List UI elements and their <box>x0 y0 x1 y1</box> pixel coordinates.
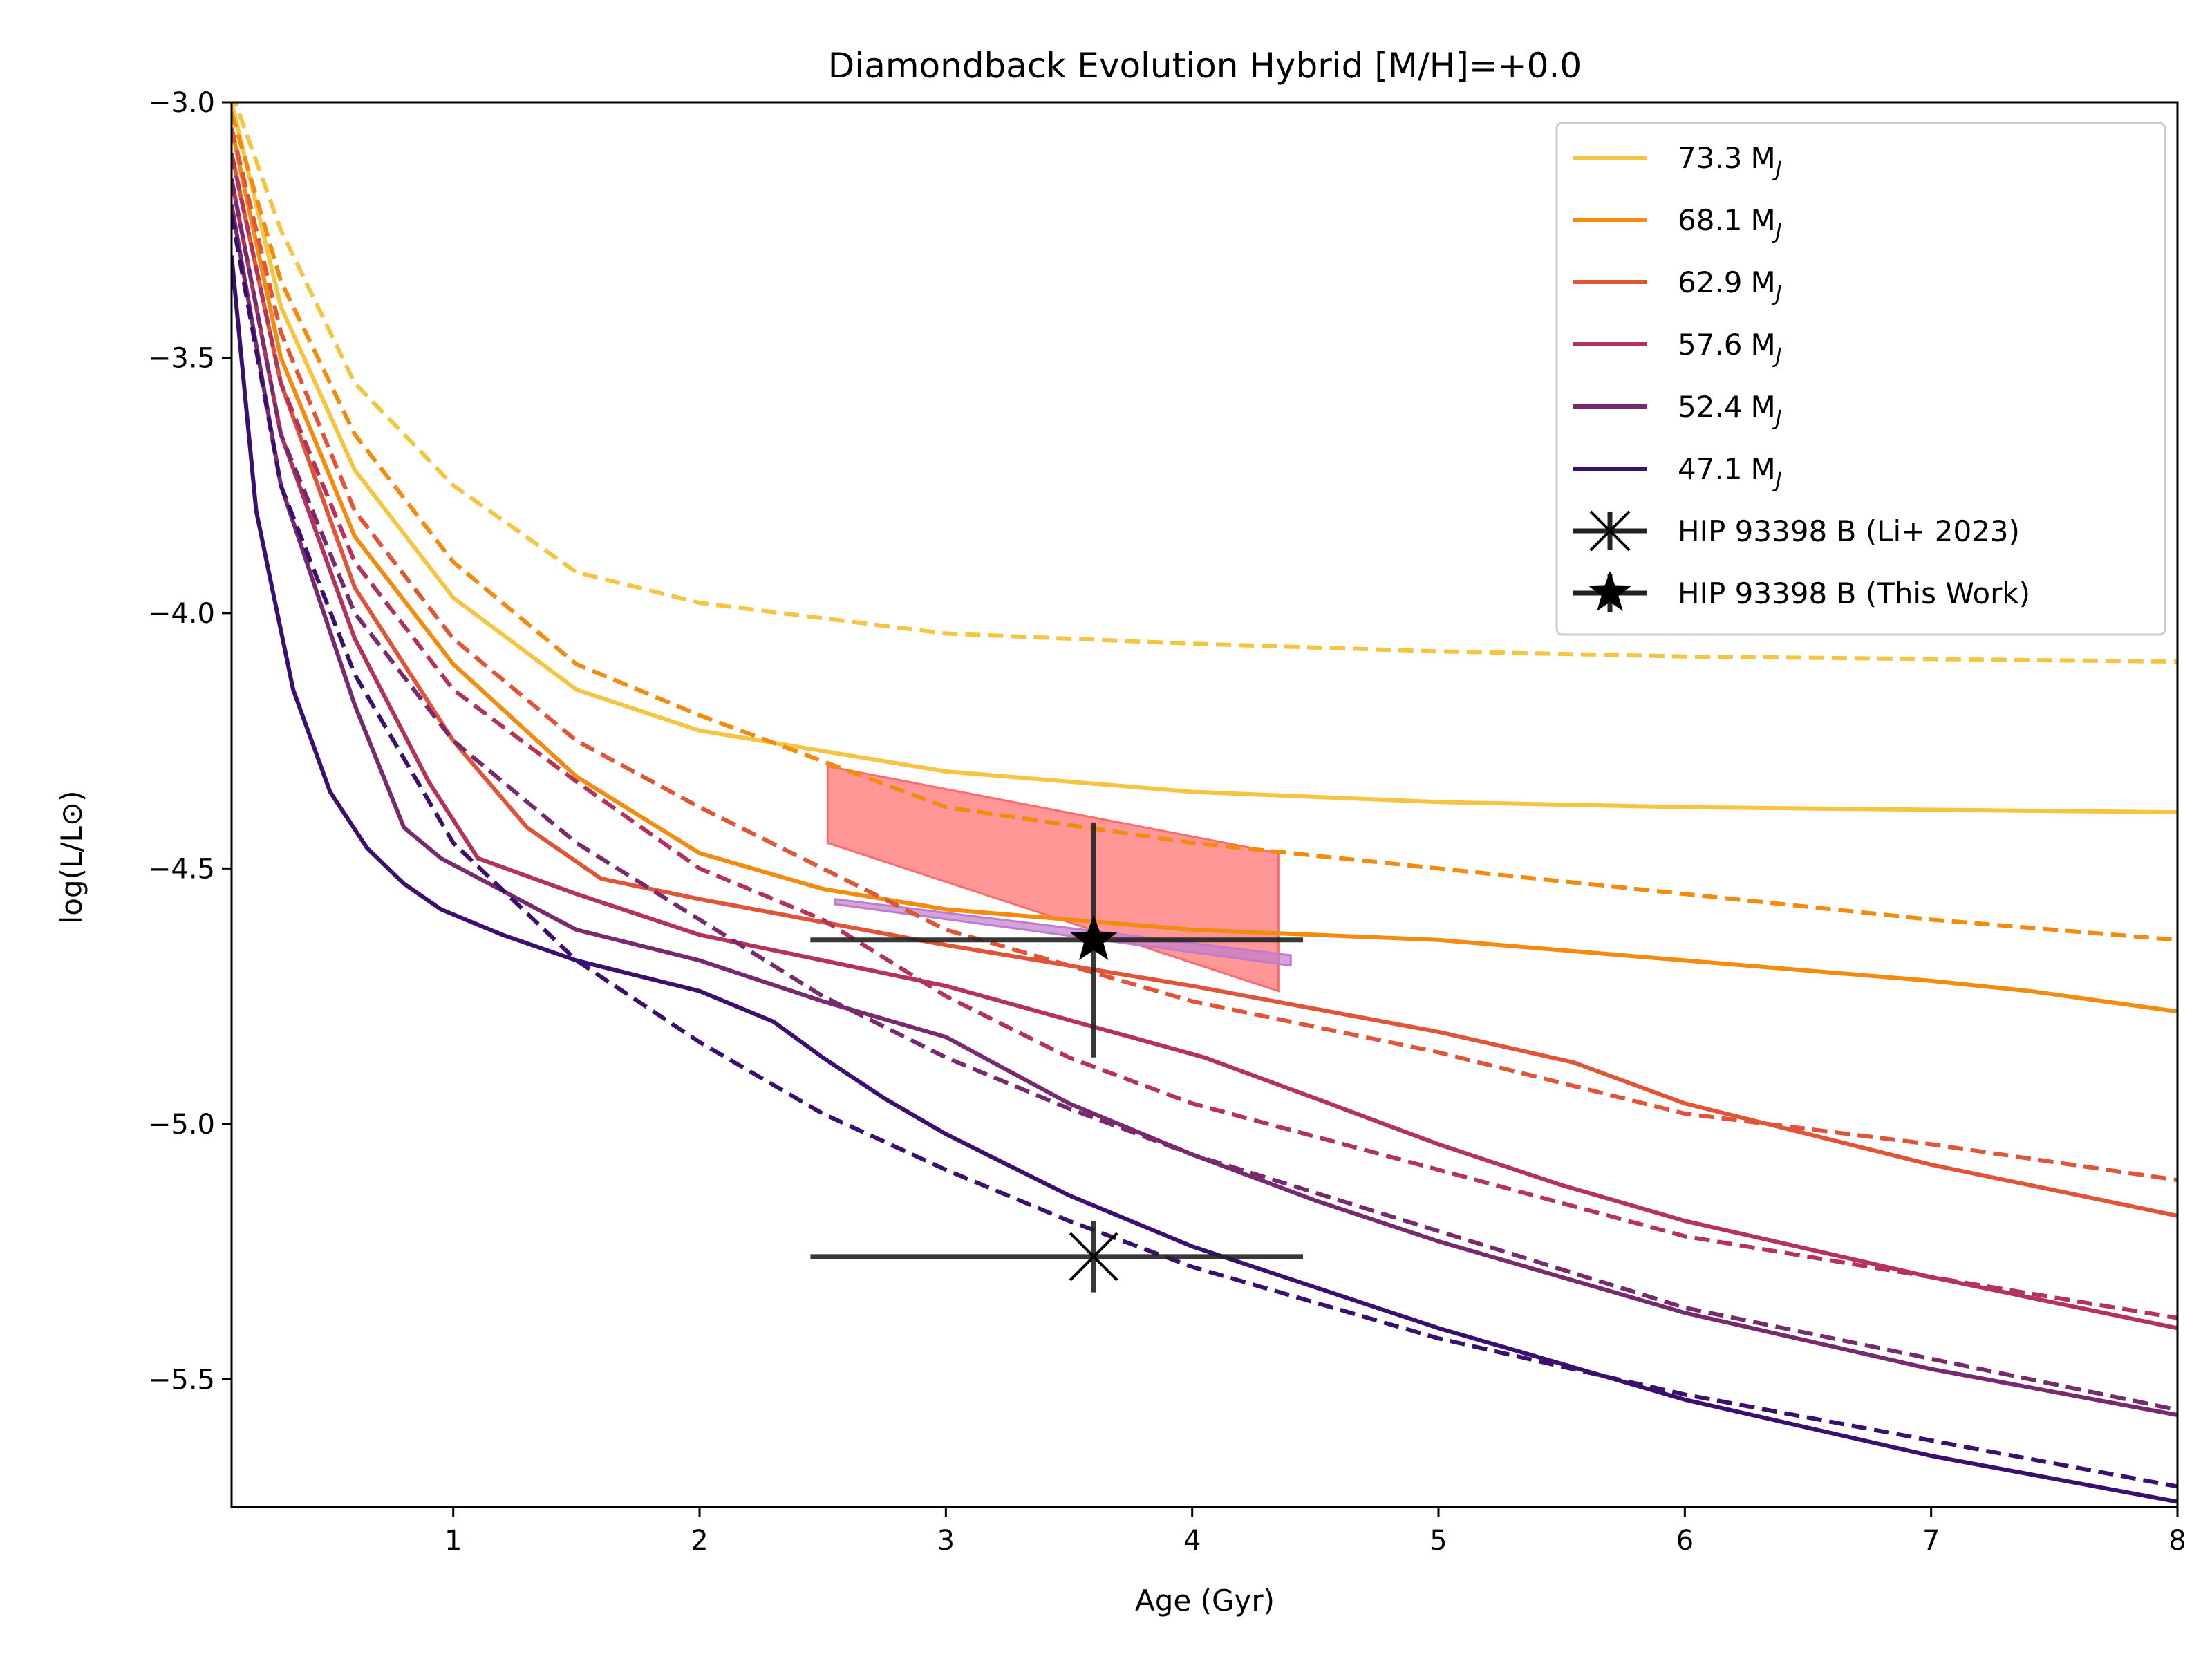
series-solid-line-68-1 <box>232 127 2177 1014</box>
legend-label: 52.4 MJ <box>1678 390 1782 431</box>
y-tick-label: −4.5 <box>148 853 215 885</box>
legend-mass-value: 62.9 <box>1678 265 1743 299</box>
legend-mass-unit-m: M <box>1751 203 1776 237</box>
series-dashed-line-57-6 <box>232 153 2177 1320</box>
legend-label: 73.3 MJ <box>1678 141 1782 182</box>
legend-item: 62.9 MJ <box>1573 265 1782 306</box>
legend-x-marker-2 <box>1589 510 1631 552</box>
series-dashed-line-47-1 <box>232 214 2177 1489</box>
y-tick-label: −3.5 <box>148 342 215 374</box>
legend-item: HIP 93398 B (This Work) <box>1573 571 2030 612</box>
series-solid-line-47-1 <box>232 255 2177 1504</box>
legend-label: HIP 93398 B (This Work) <box>1678 577 2030 610</box>
x-marker-stroke-2 <box>1069 1232 1118 1282</box>
series-solid-line-52-4 <box>232 204 2177 1417</box>
legend-mass-unit-m: M <box>1751 452 1776 486</box>
y-tick-label: −5.5 <box>148 1364 215 1396</box>
series-dashed-line-68-1 <box>232 111 2177 942</box>
legend-mass-value: 73.3 <box>1678 141 1743 175</box>
legend-mass-value: 47.1 <box>1678 452 1743 486</box>
x-tick-label: 7 <box>1922 1525 1940 1557</box>
x-tick-label: 5 <box>1430 1525 1447 1557</box>
legend-label: 68.1 MJ <box>1678 203 1782 244</box>
legend-mass-unit-m: M <box>1751 265 1776 299</box>
x-tick-label: 6 <box>1676 1525 1694 1557</box>
region-purple-constraint <box>834 898 1292 967</box>
plot-frame <box>230 101 2179 1508</box>
x-tick-label: 4 <box>1183 1525 1201 1557</box>
legend-item: 68.1 MJ <box>1573 203 1782 244</box>
legend-mass-unit-m: M <box>1751 328 1776 362</box>
x-axis-label: Age (Gyr) <box>1135 1584 1275 1618</box>
x-tick-label: 3 <box>937 1525 955 1557</box>
x-tick-label: 1 <box>444 1525 462 1557</box>
legend-mass-value: 57.6 <box>1678 328 1743 362</box>
data-point-this-work <box>810 822 1304 1058</box>
x-tick-label: 8 <box>2168 1525 2186 1557</box>
legend-mass-unit-m: M <box>1751 141 1776 175</box>
legend-label: 47.1 MJ <box>1678 452 1782 493</box>
series-solid-line-73-3 <box>232 102 2177 815</box>
legend-label: 62.9 MJ <box>1678 265 1782 306</box>
series-solid-line-57-6 <box>232 178 2177 1331</box>
series-dashed-line-62-9 <box>232 127 2177 1183</box>
legend-mass-unit-m: M <box>1751 390 1776 424</box>
x-tick-label: 2 <box>691 1525 708 1557</box>
plot-area <box>232 102 2177 1504</box>
legend-box <box>1555 122 2166 636</box>
y-tick-label: −5.0 <box>148 1109 215 1141</box>
legend-item: 57.6 MJ <box>1573 328 1782 368</box>
legend-mass-value: 52.4 <box>1678 390 1743 424</box>
chart-title: Diamondback Evolution Hybrid [M/H]=+0.0 <box>828 46 1582 86</box>
series-dashed-line-73-3 <box>233 102 2177 664</box>
data-point-li-2023 <box>810 1221 1304 1293</box>
legend-mass-value: 68.1 <box>1678 203 1743 237</box>
region-red-constraint <box>826 765 1280 993</box>
legend-item: HIP 93398 B (Li+ 2023) <box>1573 510 2020 552</box>
series-dashed-line-52-4 <box>232 178 2177 1412</box>
legend-star-marker <box>1588 571 1631 611</box>
legend-item: 52.4 MJ <box>1573 390 1782 431</box>
legend-label: HIP 93398 B (Li+ 2023) <box>1678 514 2020 548</box>
y-tick-label: −4.0 <box>148 598 215 630</box>
legend: 73.3 MJ 68.1 MJ 62.9 MJ 57.6 MJ 52.4 MJ 47.1 MJ HIP … <box>1555 122 2166 636</box>
series-solid-line-62-9 <box>232 153 2177 1218</box>
legend-item: 73.3 MJ <box>1573 141 1782 182</box>
y-axis-label: log(L/L⊙) <box>55 791 88 924</box>
legend-item: 47.1 MJ <box>1573 452 1782 493</box>
star-marker <box>1069 915 1118 960</box>
y-tick-label: −3.0 <box>148 87 215 119</box>
legend-label: 57.6 MJ <box>1678 328 1782 368</box>
